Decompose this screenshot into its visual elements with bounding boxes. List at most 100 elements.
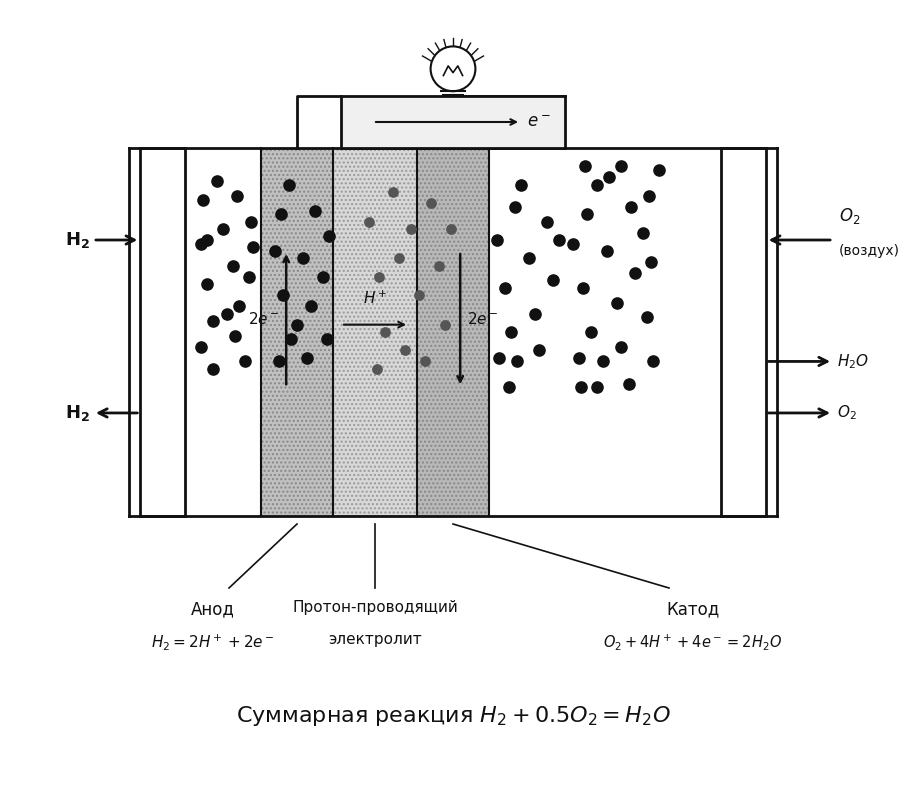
Point bbox=[646, 355, 660, 368]
Point bbox=[372, 270, 387, 283]
Point bbox=[361, 215, 376, 228]
Text: $\mathbf{H_2}$: $\mathbf{H_2}$ bbox=[65, 403, 90, 423]
Point bbox=[590, 381, 604, 394]
Point bbox=[210, 174, 225, 187]
Point bbox=[623, 201, 638, 214]
Point bbox=[431, 259, 446, 272]
Point bbox=[386, 186, 400, 198]
Text: $2e^-$: $2e^-$ bbox=[248, 311, 280, 327]
Point bbox=[242, 270, 256, 283]
Text: Анод: Анод bbox=[191, 600, 235, 618]
Point bbox=[540, 215, 554, 228]
Point bbox=[194, 238, 208, 250]
Bar bbox=[185, 148, 261, 516]
Point bbox=[578, 160, 593, 173]
Point bbox=[610, 296, 624, 309]
Text: Протон-проводящий: Протон-проводящий bbox=[292, 600, 458, 615]
Point bbox=[565, 238, 580, 250]
Text: $H_2 = 2H^+ + 2e^-$: $H_2 = 2H^+ + 2e^-$ bbox=[151, 632, 275, 652]
Point bbox=[580, 208, 594, 221]
Point bbox=[444, 222, 458, 235]
Point bbox=[602, 171, 616, 184]
Point bbox=[527, 307, 542, 320]
Bar bbox=[333, 148, 417, 516]
Point bbox=[200, 234, 215, 246]
Bar bbox=[261, 148, 333, 516]
Point bbox=[370, 362, 384, 375]
Point bbox=[300, 351, 314, 364]
Text: $H^+$: $H^+$ bbox=[362, 290, 387, 307]
Point bbox=[497, 282, 512, 294]
Point bbox=[590, 178, 604, 191]
Bar bbox=[417, 148, 489, 516]
Point bbox=[276, 289, 291, 302]
Bar bbox=[185, 148, 721, 516]
Point bbox=[423, 197, 438, 210]
Text: $H_2O$: $H_2O$ bbox=[837, 352, 869, 370]
Point bbox=[522, 252, 536, 265]
Point bbox=[220, 307, 235, 320]
Point bbox=[596, 355, 611, 368]
Point bbox=[583, 326, 598, 338]
Text: $O_2 + 4H^+ + 4e^- = 2H_2O$: $O_2 + 4H^+ + 4e^- = 2H_2O$ bbox=[603, 632, 783, 652]
Text: $e^-$: $e^-$ bbox=[527, 113, 551, 131]
Point bbox=[652, 164, 667, 177]
Point bbox=[622, 377, 636, 390]
Point bbox=[290, 318, 304, 331]
Text: электролит: электролит bbox=[328, 632, 422, 647]
Point bbox=[308, 204, 323, 217]
Point bbox=[404, 222, 419, 235]
Point bbox=[244, 215, 258, 228]
Text: Суммарная реакция $H_2 + 0.5O_2 = H_2O$: Суммарная реакция $H_2 + 0.5O_2 = H_2O$ bbox=[236, 704, 670, 728]
Point bbox=[319, 333, 333, 346]
Point bbox=[552, 234, 566, 246]
Point bbox=[194, 340, 208, 353]
Point bbox=[600, 245, 614, 258]
Point bbox=[641, 190, 656, 202]
Point bbox=[532, 344, 546, 357]
Bar bbox=[489, 148, 721, 516]
Point bbox=[272, 355, 286, 368]
Bar bbox=[417, 148, 489, 516]
Point bbox=[514, 178, 528, 191]
Point bbox=[412, 289, 427, 302]
Point bbox=[237, 355, 252, 368]
Point bbox=[232, 300, 246, 313]
Point bbox=[282, 178, 296, 191]
Point bbox=[268, 245, 283, 258]
Point bbox=[378, 326, 392, 338]
Point bbox=[206, 314, 220, 327]
Point bbox=[575, 282, 590, 294]
Point bbox=[490, 234, 505, 246]
Point bbox=[217, 222, 231, 235]
Point bbox=[636, 226, 651, 239]
Bar bbox=[341, 96, 565, 148]
Point bbox=[197, 193, 211, 206]
Point bbox=[228, 330, 243, 342]
Text: $2e^-$: $2e^-$ bbox=[467, 311, 498, 327]
Text: $\mathbf{H_2}$: $\mathbf{H_2}$ bbox=[65, 230, 90, 250]
Point bbox=[398, 344, 412, 357]
Point bbox=[640, 311, 654, 324]
Text: Катод: Катод bbox=[667, 600, 719, 618]
Point bbox=[295, 252, 310, 265]
Point bbox=[508, 201, 523, 214]
Point bbox=[391, 252, 406, 265]
Text: $O_2$: $O_2$ bbox=[839, 206, 860, 226]
Point bbox=[628, 266, 642, 279]
Point bbox=[304, 300, 318, 313]
Point bbox=[545, 274, 560, 287]
Point bbox=[573, 351, 587, 364]
Point bbox=[316, 270, 331, 283]
Point bbox=[613, 340, 628, 353]
Point bbox=[573, 381, 588, 394]
Point bbox=[206, 362, 220, 375]
Point bbox=[613, 160, 628, 173]
Point bbox=[274, 208, 288, 221]
Point bbox=[438, 318, 452, 331]
Text: (воздух): (воздух) bbox=[839, 244, 900, 258]
Point bbox=[644, 256, 659, 269]
Point bbox=[246, 241, 260, 254]
Point bbox=[502, 381, 516, 394]
Bar bbox=[333, 148, 417, 516]
